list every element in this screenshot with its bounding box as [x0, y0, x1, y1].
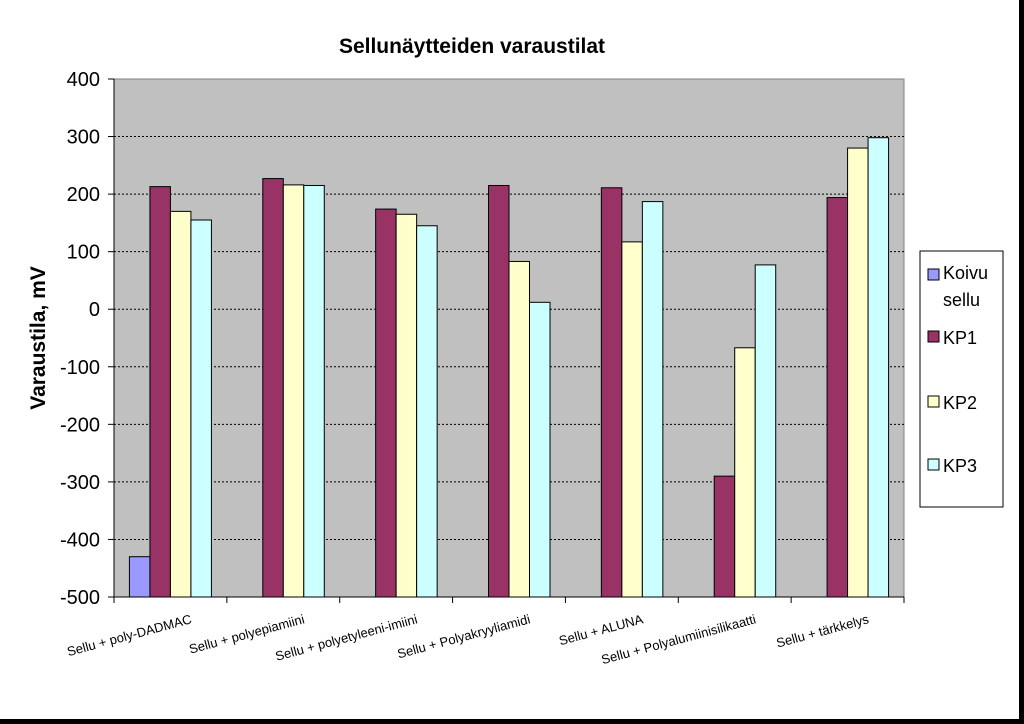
bar-kp1: [262, 178, 284, 598]
legend-swatch-kp2: [927, 395, 940, 408]
y-axis-label: Varaustila, mV: [27, 266, 50, 410]
y-tick-label: 100: [67, 242, 100, 264]
y-tick-label: 200: [67, 184, 100, 206]
legend-label-kp3: KP3: [943, 456, 977, 476]
x-tick-label: Sellu + poly-DADMAC: [65, 611, 193, 659]
bar-kp2: [169, 210, 192, 598]
bar-kp1: [713, 475, 736, 598]
bar-kp3: [303, 184, 325, 598]
bar-kp1: [488, 184, 510, 598]
bars: [128, 137, 890, 598]
bar-kp1: [149, 186, 171, 598]
bar-kp3: [190, 219, 212, 598]
legend-swatch-koivu: [927, 268, 940, 281]
bar-kp3: [529, 301, 551, 598]
bar-kp2: [508, 260, 530, 598]
legend-swatch-kp1: [927, 330, 940, 343]
bar-kp3: [416, 225, 438, 598]
bar-koivu-sellu: [128, 556, 151, 598]
bar-kp3: [867, 137, 890, 598]
legend-label-kp1: KP1: [943, 328, 977, 348]
y-tick-label: -400: [60, 529, 100, 551]
legend-swatch-kp3: [927, 458, 940, 471]
legend-label-kp2: KP2: [943, 393, 977, 413]
axes: [108, 78, 905, 603]
x-tick-label: Sellu + ALUNA: [557, 611, 645, 648]
legend: Koivu sellu KP1 KP2 KP3: [919, 250, 1004, 508]
y-tick-label: -200: [60, 414, 100, 436]
bar-kp2: [282, 184, 305, 598]
y-tick-label: -500: [60, 587, 100, 609]
bar-kp1: [600, 187, 623, 598]
y-tick-label: 0: [89, 299, 100, 321]
chart-title: Sellunäytteiden varaustilat: [339, 35, 605, 58]
y-tick-label: 300: [67, 127, 100, 149]
y-tick-label: 400: [67, 69, 100, 91]
y-tick-label: -300: [60, 472, 100, 494]
bar-kp2: [621, 241, 643, 598]
y-tick-labels: 400 300 200 100 0 -100 -200 -300 -400 -500: [60, 69, 100, 609]
y-tick-label: -100: [60, 357, 100, 379]
bar-kp3: [641, 201, 664, 598]
bar-kp1: [826, 197, 849, 598]
legend-label-koivu-line2: sellu: [943, 290, 980, 310]
bar-kp1: [375, 208, 397, 598]
bar-kp2: [734, 347, 756, 598]
x-tick-label: Sellu + tärkkelys: [775, 611, 871, 650]
bar-kp3: [754, 264, 777, 598]
bar-kp2: [395, 213, 418, 598]
bar-kp2: [847, 147, 869, 598]
legend-label-koivu-line1: Koivu: [943, 263, 988, 283]
